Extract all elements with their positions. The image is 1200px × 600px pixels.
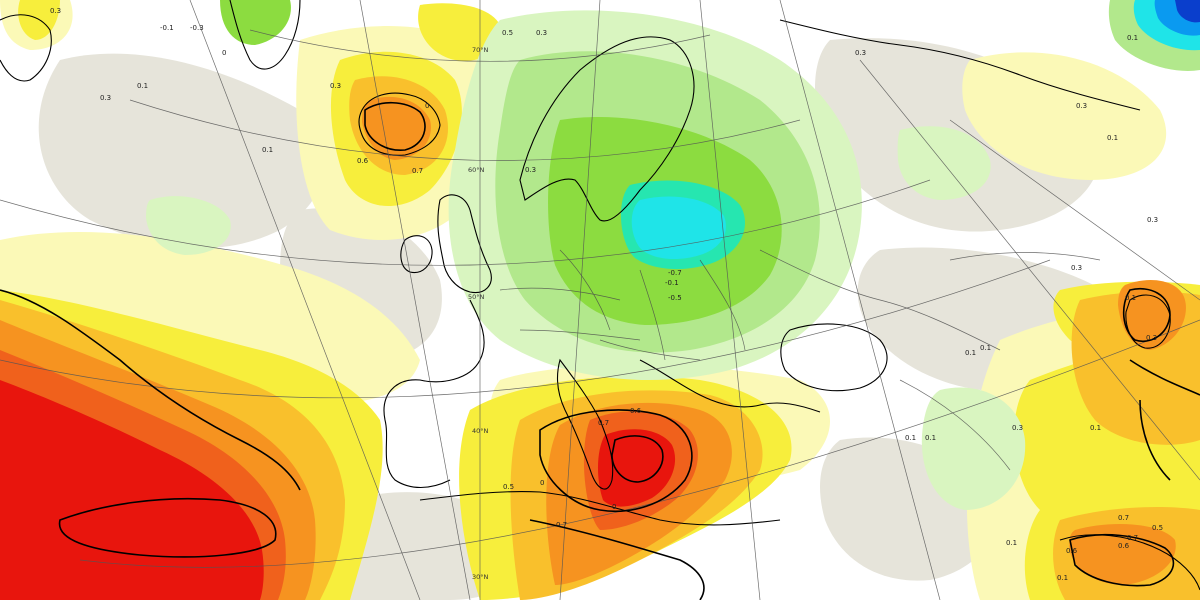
cyan-region-europe bbox=[631, 196, 726, 260]
contour-value-label: 0.7 bbox=[412, 167, 423, 175]
latitude-label: 40°N bbox=[472, 427, 489, 435]
contour-value-label: 0.1 bbox=[925, 434, 936, 442]
contour-value-label: 0.6 bbox=[630, 407, 642, 415]
isoline-central-med bbox=[539, 409, 693, 512]
contour-value-label: 0 bbox=[612, 503, 616, 511]
contour-value-label: 0 bbox=[222, 49, 226, 57]
contour-value-label: -0.1 bbox=[665, 279, 679, 287]
green-region-greenland bbox=[220, 0, 291, 45]
isoline-east bbox=[1122, 288, 1171, 342]
coastline-caspian bbox=[1125, 294, 1171, 349]
orange-region-gulf bbox=[1069, 524, 1176, 585]
contour-value-label: 0.1 bbox=[980, 344, 991, 352]
contour-value-label: 0.3 bbox=[1147, 216, 1158, 224]
contour-value-label: -0.7 bbox=[668, 269, 682, 277]
isoline-gulf bbox=[1069, 533, 1175, 587]
contour-value-label: 0.3 bbox=[1012, 424, 1023, 432]
red-region-med bbox=[597, 429, 676, 507]
coastline-balkans bbox=[639, 359, 821, 413]
contour-value-label: 0 bbox=[425, 102, 429, 110]
meridian-lines bbox=[189, 0, 1200, 600]
contour-value-label: 0.1 bbox=[137, 82, 148, 90]
coastline-iceland bbox=[358, 92, 441, 156]
pale-green-region-arctic bbox=[897, 126, 991, 200]
contour-value-label: 0.6 bbox=[357, 157, 369, 165]
latitude-label: 30°N bbox=[472, 573, 489, 581]
contour-value-label: 0.1 bbox=[1057, 574, 1068, 582]
isoline-layer bbox=[0, 101, 1200, 600]
isoline-med-inner bbox=[611, 435, 664, 483]
navy-region-siberia bbox=[1175, 0, 1200, 23]
latitude-label: 70°N bbox=[472, 46, 489, 54]
contour-value-label: 0.5 bbox=[502, 29, 513, 37]
contour-value-label: 0.7 bbox=[598, 419, 609, 427]
grey-region-northwest bbox=[38, 53, 325, 249]
contour-value-label: -0.3 bbox=[190, 24, 204, 32]
contour-value-label: -0.5 bbox=[668, 294, 682, 302]
isoline-east-south bbox=[1129, 359, 1200, 481]
contour-value-label: 0.1 bbox=[905, 434, 916, 442]
contour-value-label: 0.1 bbox=[1107, 134, 1118, 142]
coastline-north-africa bbox=[419, 491, 781, 526]
contour-value-label: 0.3 bbox=[1076, 102, 1087, 110]
contour-value-label: 0.3 bbox=[100, 94, 111, 102]
isoline-iceland bbox=[364, 101, 426, 151]
parallel-60n bbox=[129, 99, 801, 161]
isoline-north-africa bbox=[529, 519, 705, 600]
contour-labels: 0.3-0.1 -0.30.300.30.5 0.30.30.10.10.30.60… bbox=[50, 7, 1163, 582]
contour-value-label: 0.1 bbox=[262, 146, 273, 154]
contour-value-label: 0.3 bbox=[536, 29, 547, 37]
coastline-gulf bbox=[1059, 534, 1200, 591]
border-lines-east bbox=[759, 249, 1101, 471]
contour-value-label: 0.1 bbox=[1090, 424, 1101, 432]
contour-value-label: 0.1 bbox=[1006, 539, 1017, 547]
latitude-label: 50°N bbox=[468, 293, 485, 301]
latitude-labels: 70°N 60°N 50°N 40°N 30°N bbox=[468, 46, 489, 581]
pale-yellow-region-arctic-east bbox=[962, 52, 1167, 180]
pale-green-region-turkey bbox=[921, 387, 1026, 510]
contour-value-label: 0.3 bbox=[1146, 334, 1157, 342]
contour-value-label: 0.1 bbox=[1127, 34, 1138, 42]
contour-value-label: 0.3 bbox=[1071, 264, 1082, 272]
contour-value-label: 0 bbox=[540, 479, 544, 487]
contour-value-label: 0.3 bbox=[330, 82, 341, 90]
coastline-britain bbox=[400, 194, 492, 294]
coastline-scandinavia bbox=[519, 36, 695, 222]
border-layer bbox=[499, 249, 1101, 471]
isoline-southwest-core bbox=[58, 497, 277, 558]
border-lines-central-europe bbox=[499, 249, 746, 361]
contour-value-label: 0.3 bbox=[525, 166, 536, 174]
contour-value-label: -0.1 bbox=[160, 24, 174, 32]
contour-value-label: 0.3 bbox=[50, 7, 61, 15]
red-region-southwest bbox=[0, 380, 264, 600]
parallel-40n bbox=[0, 259, 1051, 399]
contour-value-label: 0.6 bbox=[1066, 547, 1078, 555]
contour-value-label: 0.7 bbox=[1127, 534, 1138, 542]
isoline-southwest bbox=[0, 289, 301, 491]
contour-value-label: 0.5 bbox=[1152, 524, 1163, 532]
contour-value-label: 0.7 bbox=[1118, 514, 1129, 522]
parallel-30n bbox=[79, 319, 1200, 568]
parallel-50n bbox=[0, 179, 931, 266]
coastline-arctic bbox=[779, 19, 1141, 111]
contour-value-label: 0.5 bbox=[503, 483, 514, 491]
coastline-black-sea bbox=[780, 323, 888, 392]
contour-value-label: 0.6 bbox=[1118, 542, 1130, 550]
coastline-europe-west bbox=[383, 299, 485, 489]
pale-green-region-atlantic-north bbox=[146, 196, 231, 255]
contour-value-label: 0.1 bbox=[965, 349, 976, 357]
contour-value-label: 0.7 bbox=[556, 521, 567, 529]
contour-value-label: 0.1 bbox=[1125, 294, 1136, 302]
coastline-greenland bbox=[0, 0, 301, 82]
latitude-label: 60°N bbox=[468, 166, 485, 174]
contour-value-label: 0.3 bbox=[855, 49, 866, 57]
